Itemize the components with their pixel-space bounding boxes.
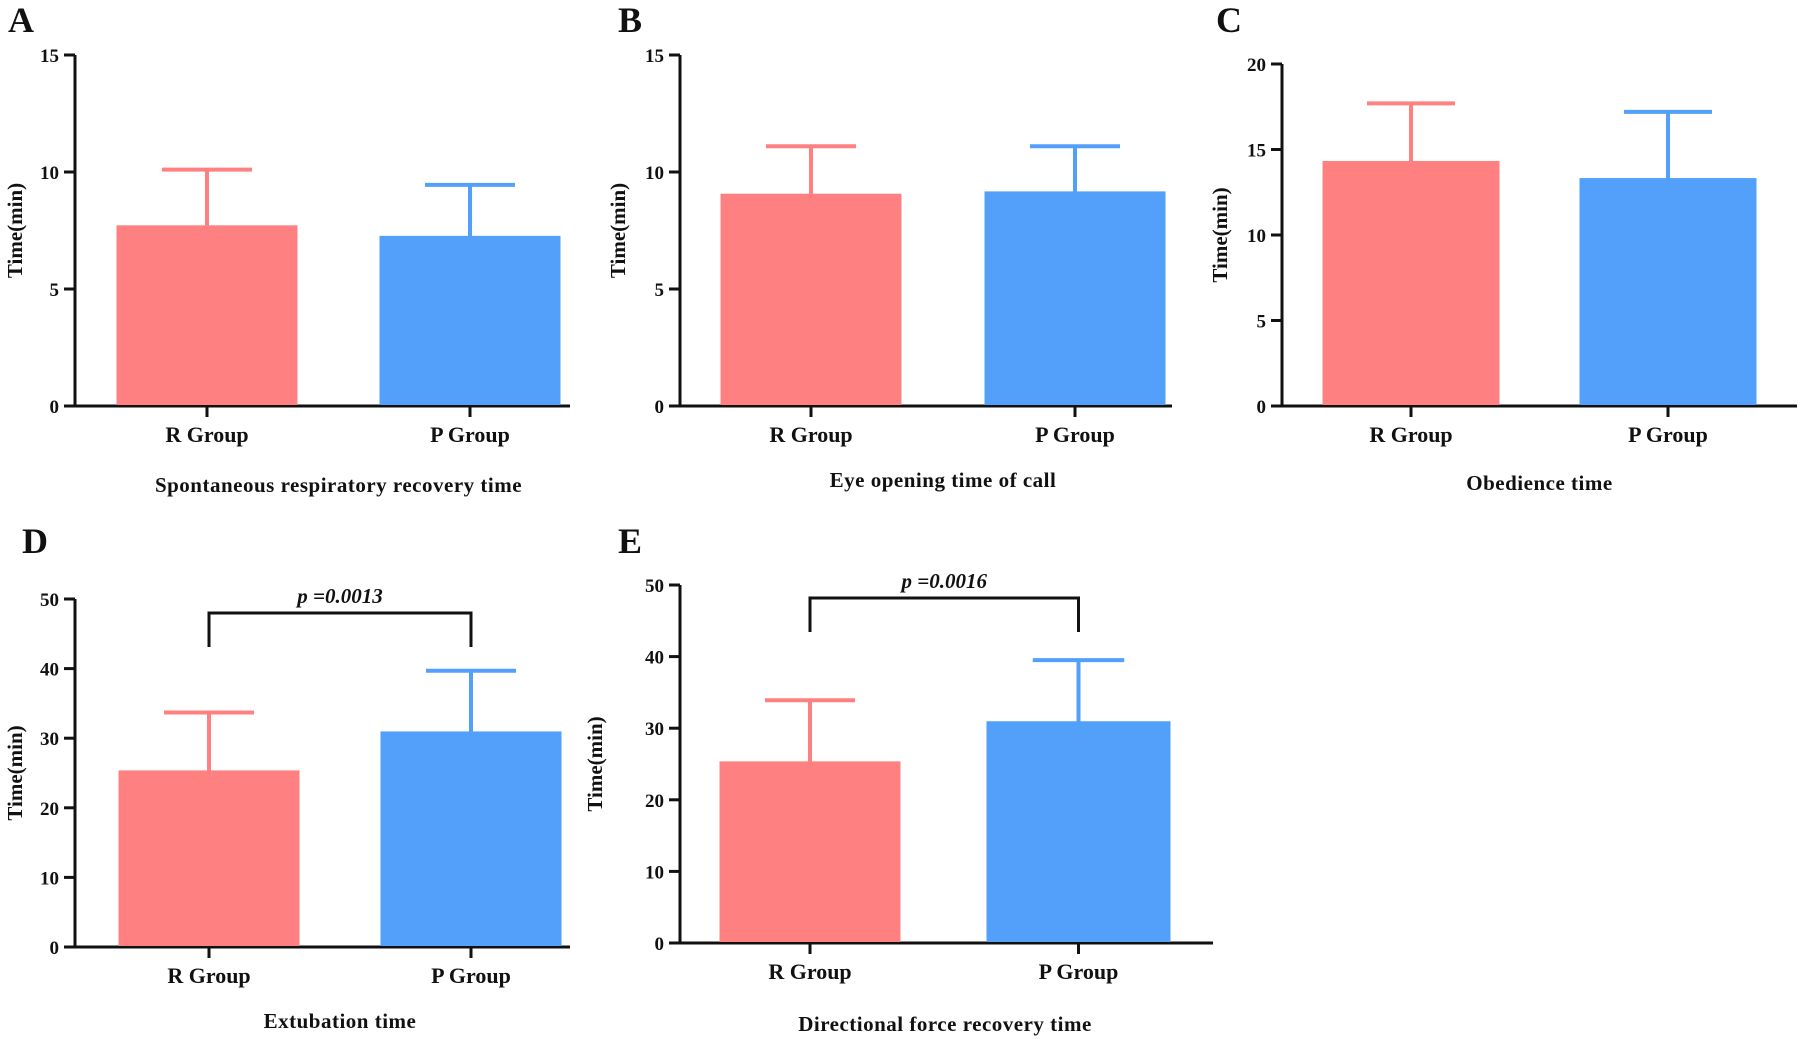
p-value-label: p =0.0013 bbox=[295, 584, 382, 608]
bar-p-group bbox=[984, 191, 1166, 405]
bar-r-group bbox=[118, 770, 300, 946]
category-label: R Group bbox=[165, 422, 248, 447]
bar-p-group bbox=[380, 731, 562, 946]
y-tick-label: 30 bbox=[40, 729, 59, 750]
y-tick-label: 0 bbox=[50, 938, 60, 959]
panel-c: C 0 5 10 15 20 Time(min) R Group P Group Obedienc… bbox=[1208, 0, 1797, 495]
y-tick-label: 30 bbox=[645, 719, 664, 740]
panel-letter: C bbox=[1216, 0, 1242, 40]
panel-letter: E bbox=[618, 521, 642, 561]
y-tick-label: 10 bbox=[1247, 226, 1266, 247]
y-axis-label: Time(min) bbox=[3, 183, 27, 278]
panel-letter: D bbox=[22, 521, 48, 561]
y-tick-label: 10 bbox=[40, 868, 59, 889]
significance-bracket bbox=[808, 596, 1080, 632]
y-tick-label: 20 bbox=[40, 799, 59, 820]
category-label: P Group bbox=[1628, 422, 1708, 447]
panel-e: E 0 10 20 30 40 50 Time(min) R Group P Group Direc… bbox=[583, 521, 1213, 1036]
y-axis-label: Time(min) bbox=[3, 725, 27, 820]
y-tick-label: 5 bbox=[655, 280, 665, 301]
x-axis-label: Obedience time bbox=[1466, 471, 1612, 495]
panel-letter: A bbox=[8, 0, 34, 40]
y-tick-label: 0 bbox=[655, 934, 665, 955]
y-tick-label: 10 bbox=[645, 163, 664, 184]
category-label: P Group bbox=[431, 963, 511, 988]
x-axis-label: Eye opening time of call bbox=[830, 468, 1057, 492]
y-tick-label: 50 bbox=[40, 590, 59, 611]
category-label: P Group bbox=[430, 422, 510, 447]
panel-a: A 0 5 10 15 Time(min) R Group P Group Spontaneou… bbox=[3, 0, 570, 497]
y-tick-label: 0 bbox=[655, 397, 665, 418]
panel-b: B 0 5 10 15 Time(min) R Group P Group Eye openin… bbox=[606, 0, 1172, 492]
bar-r-group bbox=[116, 225, 298, 405]
y-tick-label: 40 bbox=[645, 648, 664, 669]
panel-letter: B bbox=[618, 0, 642, 40]
bar-p-group bbox=[986, 721, 1171, 942]
category-label: R Group bbox=[1369, 422, 1452, 447]
y-tick-label: 40 bbox=[40, 660, 59, 681]
y-axis-label: Time(min) bbox=[583, 716, 607, 811]
category-label: P Group bbox=[1035, 422, 1115, 447]
y-tick-label: 15 bbox=[645, 46, 664, 67]
y-tick-label: 0 bbox=[50, 397, 60, 418]
y-tick-label: 20 bbox=[1247, 55, 1266, 76]
bar-p-group bbox=[379, 235, 561, 405]
y-tick-label: 5 bbox=[50, 280, 60, 301]
x-axis-label: Spontaneous respiratory recovery time bbox=[155, 473, 522, 497]
category-label: R Group bbox=[769, 422, 852, 447]
y-axis-label: Time(min) bbox=[606, 183, 630, 278]
y-tick-label: 15 bbox=[1247, 141, 1266, 162]
y-tick-label: 10 bbox=[40, 163, 59, 184]
bar-r-group bbox=[720, 193, 902, 405]
y-tick-label: 10 bbox=[645, 862, 664, 883]
y-axis-label: Time(min) bbox=[1208, 187, 1232, 282]
category-label: R Group bbox=[768, 959, 851, 984]
p-value-label: p =0.0016 bbox=[900, 569, 988, 593]
panel-d: D 0 10 20 30 40 50 Time(min) R Group P Group Extub… bbox=[3, 521, 570, 1033]
y-tick-label: 5 bbox=[1257, 312, 1267, 333]
y-tick-label: 15 bbox=[40, 46, 59, 67]
x-axis-label: Extubation time bbox=[264, 1009, 417, 1033]
significance-bracket bbox=[207, 611, 473, 647]
y-tick-label: 0 bbox=[1257, 397, 1267, 418]
x-axis-label: Directional force recovery time bbox=[798, 1012, 1092, 1036]
bar-r-group bbox=[719, 761, 901, 942]
bar-r-group bbox=[1322, 160, 1500, 405]
bar-p-group bbox=[1579, 178, 1757, 405]
category-label: R Group bbox=[167, 963, 250, 988]
category-label: P Group bbox=[1039, 959, 1119, 984]
y-tick-label: 20 bbox=[645, 791, 664, 812]
y-tick-label: 50 bbox=[645, 576, 664, 597]
